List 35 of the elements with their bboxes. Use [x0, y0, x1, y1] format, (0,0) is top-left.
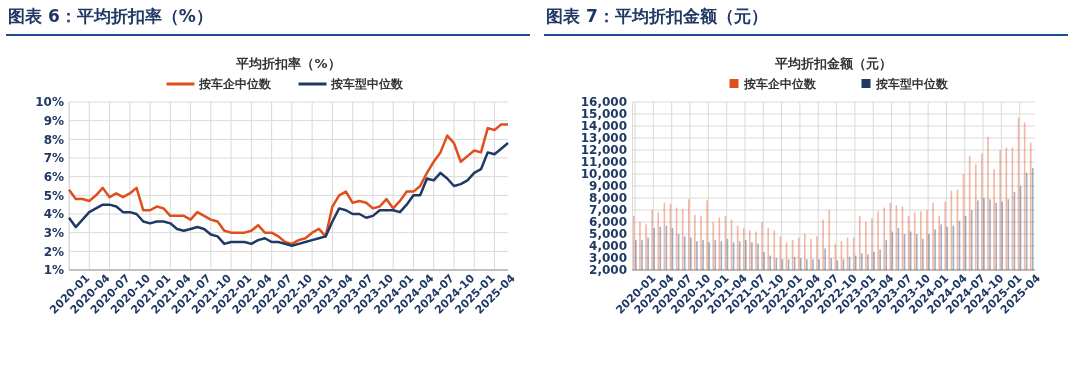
line-series	[67, 141, 510, 247]
chart-subtitle: 平均折扣金额（元）	[774, 56, 892, 71]
y-tick-label: 4%	[43, 207, 64, 222]
y-tick-label: 10%	[35, 95, 64, 110]
y-tick-label: 3,000	[589, 251, 627, 266]
legend-label: 按车企中位数	[197, 77, 272, 91]
chart-subtitle: 平均折扣率（%）	[235, 56, 341, 71]
y-tick-label: 9%	[43, 114, 64, 129]
legend-label: 按车型中位数	[874, 77, 949, 91]
chart-title: 图表 7：平均折扣金额（元）	[546, 6, 768, 26]
y-tick-label: 2%	[43, 244, 64, 259]
y-tick-label: 5%	[43, 188, 64, 203]
y-tick-label: 4,000	[589, 239, 627, 254]
y-tick-label: 6,000	[589, 215, 627, 230]
y-tick-label: 15,000	[580, 107, 627, 122]
y-tick-label: 5,000	[589, 227, 627, 242]
y-tick-label: 3%	[43, 226, 64, 241]
y-tick-label: 7%	[43, 151, 64, 166]
y-tick-label: 10,000	[580, 167, 627, 182]
line-series	[67, 123, 510, 246]
y-tick-label: 7,000	[589, 203, 627, 218]
y-tick-label: 16,000	[580, 95, 627, 110]
y-tick-label: 13,000	[580, 131, 627, 146]
chart-title: 图表 6：平均折扣率（%）	[8, 6, 213, 26]
y-tick-label: 2,000	[589, 263, 627, 278]
y-tick-label: 9,000	[589, 179, 627, 194]
y-tick-label: 6%	[43, 170, 64, 185]
legend-label: 按车企中位数	[742, 77, 817, 91]
y-tick-label: 8,000	[589, 191, 627, 206]
y-tick-label: 12,000	[580, 143, 627, 158]
y-tick-label: 1%	[43, 263, 64, 278]
y-tick-label: 14,000	[580, 119, 627, 134]
y-tick-label: 8%	[43, 132, 64, 147]
legend-label: 按车型中位数	[329, 77, 404, 91]
y-tick-label: 11,000	[580, 155, 627, 170]
